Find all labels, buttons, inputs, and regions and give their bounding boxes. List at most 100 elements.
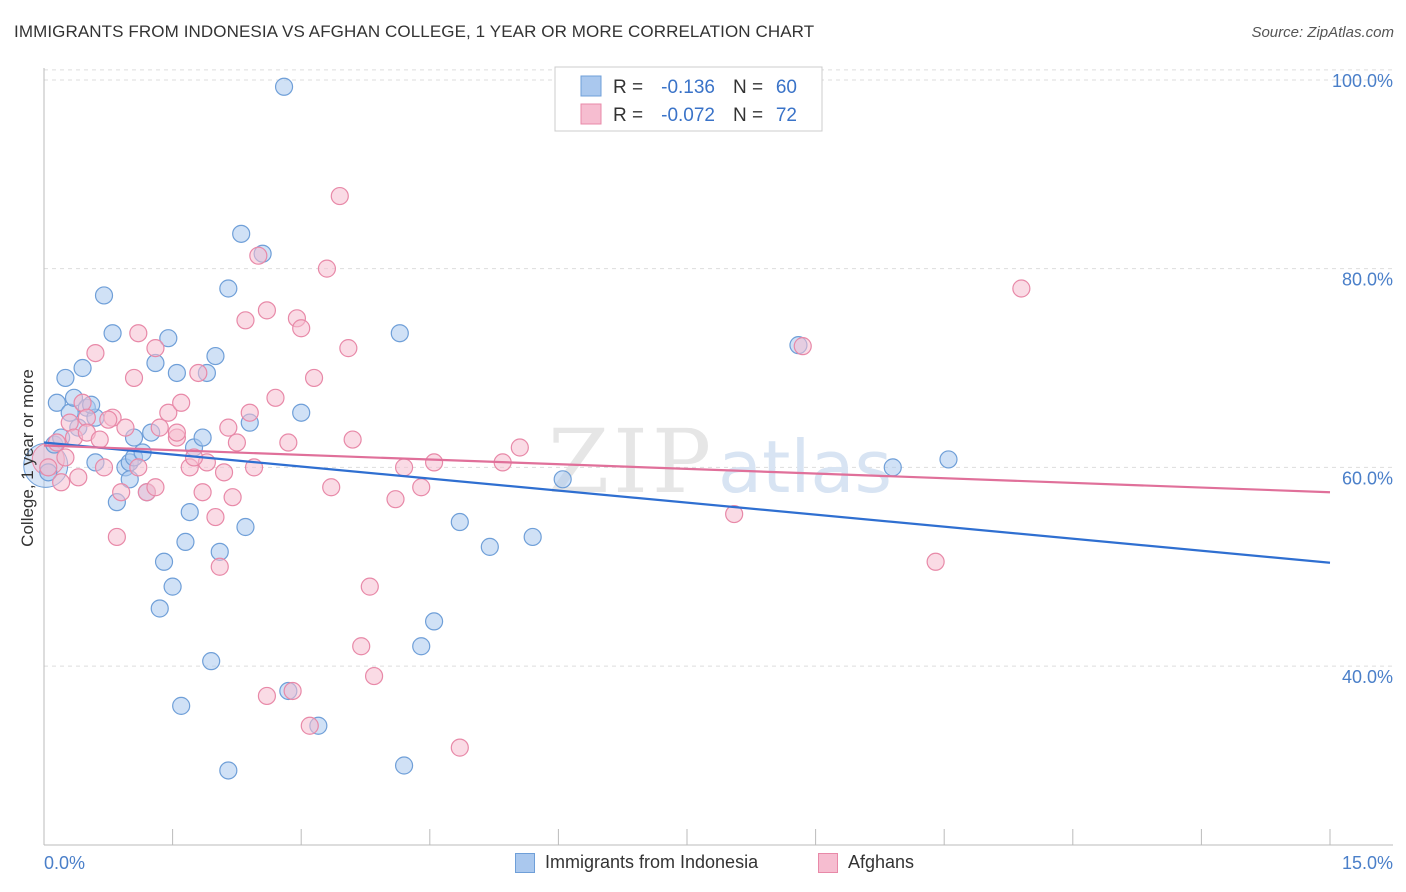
point-indonesia [390, 324, 409, 343]
legend-bottom: Immigrants from Indonesia Afghans [0, 852, 1406, 878]
point-afghans [266, 388, 285, 407]
grid-layer [44, 69, 1393, 667]
point-afghans [339, 339, 358, 358]
point-afghans [150, 418, 169, 437]
point-indonesia [219, 279, 238, 298]
legend-r-value-blue: -0.136 [661, 77, 715, 98]
trend-layer [43, 441, 1331, 564]
point-afghans [364, 666, 384, 686]
trend-line-indonesia [43, 441, 1331, 564]
point-indonesia [450, 512, 469, 532]
point-indonesia [56, 368, 75, 388]
points-layer [23, 77, 1031, 780]
point-afghans [129, 324, 148, 343]
point-afghans [146, 478, 165, 497]
point-afghans [249, 246, 268, 265]
point-afghans [219, 418, 238, 437]
point-afghans [257, 301, 277, 320]
point-afghans [394, 458, 414, 477]
point-indonesia [292, 403, 311, 422]
point-afghans [343, 430, 362, 449]
legend-n-value-blue: 60 [776, 77, 797, 98]
point-afghans [283, 681, 302, 701]
point-afghans [279, 433, 298, 452]
point-afghans [793, 337, 812, 356]
point-afghans [167, 423, 186, 442]
point-indonesia [176, 532, 195, 552]
point-indonesia [553, 470, 572, 489]
legend-item-afghans[interactable]: Afghans [818, 852, 914, 873]
point-indonesia [236, 517, 255, 537]
legend-swatch-blue [580, 75, 602, 97]
point-indonesia [172, 696, 191, 715]
watermark-atlas: atlas [718, 425, 892, 509]
point-indonesia [424, 612, 444, 631]
source-label: Source: ZipAtlas.com [1251, 24, 1394, 41]
point-indonesia [167, 363, 186, 383]
point-indonesia [232, 224, 251, 243]
x-tick-label-min: 0.0% [44, 853, 85, 873]
y-tick-labels: 40.0% 60.0% 80.0% 100.0% [1332, 71, 1393, 687]
point-afghans [304, 368, 324, 388]
point-afghans [214, 463, 234, 482]
y-tick-label: 60.0% [1342, 468, 1393, 488]
point-afghans [424, 453, 444, 472]
point-indonesia [523, 527, 542, 547]
point-afghans [510, 438, 529, 457]
legend-n-value-pink: 72 [776, 105, 797, 126]
point-indonesia [480, 537, 499, 556]
point-afghans [60, 413, 79, 432]
point-afghans [300, 716, 319, 735]
point-indonesia [193, 428, 212, 447]
point-afghans [352, 637, 371, 656]
legend-r-label-blue: R = [613, 77, 643, 98]
watermark: ZIP atlas [548, 410, 892, 513]
point-afghans [386, 490, 405, 509]
point-afghans [99, 410, 118, 429]
trend-line-afghans [43, 444, 1331, 494]
point-afghans [124, 368, 144, 388]
y-tick-label: 100.0% [1332, 71, 1393, 91]
point-indonesia [159, 329, 178, 348]
point-afghans [107, 527, 126, 547]
point-indonesia [883, 458, 902, 477]
chart-title: IMMIGRANTS FROM INDONESIA VS AFGHAN COLL… [14, 22, 815, 41]
point-afghans [292, 319, 311, 338]
legend-r-value-pink: -0.072 [661, 105, 715, 126]
y-tick-label: 80.0% [1342, 270, 1393, 290]
point-afghans [86, 343, 105, 363]
point-afghans [193, 483, 212, 502]
point-indonesia [103, 324, 122, 343]
point-afghans [39, 458, 58, 477]
y-tick-label: 40.0% [1342, 667, 1393, 687]
point-afghans [69, 468, 88, 487]
point-afghans [129, 458, 148, 477]
y-axis-label: College, 1 year or more [18, 369, 37, 547]
legend-r-label-pink: R = [613, 105, 643, 126]
point-afghans [227, 433, 246, 452]
point-afghans [73, 393, 92, 412]
point-afghans [112, 483, 131, 502]
legend-item-indonesia[interactable]: Immigrants from Indonesia [515, 852, 758, 873]
point-afghans [360, 577, 379, 596]
point-afghans [240, 403, 259, 422]
point-afghans [725, 504, 744, 524]
point-afghans [210, 557, 229, 576]
legend-label-afghans: Afghans [848, 852, 915, 872]
legend-n-label-blue: N = [733, 77, 763, 98]
point-indonesia [73, 358, 92, 378]
legend-n-label-pink: N = [733, 105, 763, 126]
point-afghans [322, 478, 341, 497]
point-afghans [450, 738, 469, 757]
point-afghans [926, 552, 945, 571]
point-afghans [223, 488, 242, 507]
point-afghans [159, 403, 178, 422]
point-afghans [56, 448, 75, 467]
point-afghans [52, 473, 71, 492]
point-indonesia [154, 552, 174, 571]
point-afghans [189, 363, 208, 383]
point-indonesia [150, 599, 169, 618]
point-afghans [172, 393, 191, 412]
point-afghans [317, 259, 337, 278]
